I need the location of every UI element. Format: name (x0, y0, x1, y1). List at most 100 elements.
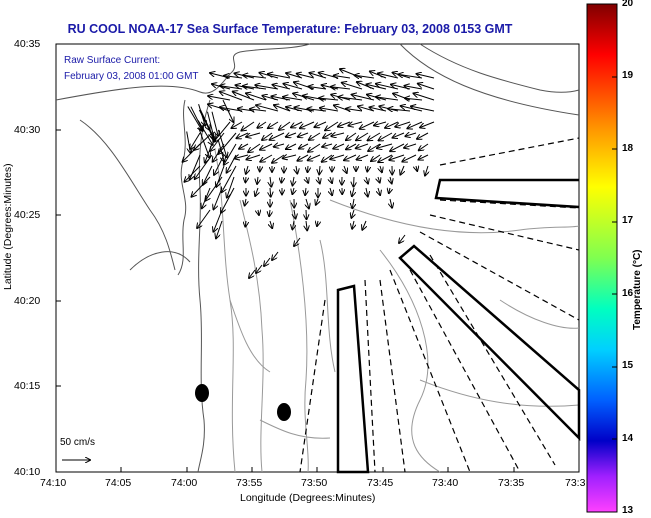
current-vector (418, 84, 435, 90)
current-vector (325, 121, 339, 130)
current-vector (243, 75, 267, 78)
current-vector (366, 176, 368, 184)
current-vector (334, 76, 351, 79)
current-vector (319, 98, 339, 100)
current-vector (272, 251, 279, 260)
current-vector (273, 85, 291, 90)
current-vector (286, 143, 297, 149)
current-vector (378, 73, 399, 79)
current-time: February 03, 2008 01:00 GMT (64, 71, 199, 82)
map-title: RU COOL NOAA-17 Sea Surface Temperature:… (67, 22, 513, 36)
current-vector (270, 220, 272, 228)
current-vector (248, 143, 261, 152)
current-vector (367, 165, 368, 172)
current-vector (257, 121, 267, 128)
current-vector (205, 176, 223, 201)
current-vector (306, 198, 309, 208)
current-vector (202, 187, 211, 208)
current-vector (281, 176, 282, 183)
current-vector (245, 220, 246, 227)
y-tick: 40:15 (14, 380, 41, 392)
current-vector (306, 220, 307, 230)
x-tick: 73:35 (498, 477, 525, 489)
current-vector (270, 187, 271, 197)
current-vector (300, 121, 315, 128)
x-tick: 73:40 (432, 477, 459, 489)
current-vector (256, 264, 263, 273)
current-vector (190, 132, 201, 149)
current-vector (315, 121, 327, 127)
current-vector (355, 75, 375, 78)
x-tick: 74:00 (171, 477, 198, 489)
current-vector (203, 165, 213, 185)
current-vector (257, 176, 258, 184)
current-vector (330, 154, 345, 159)
current-vector (352, 95, 375, 101)
current-vector (419, 143, 429, 150)
current-vector (279, 121, 291, 130)
colorbar-tick: 17 (622, 215, 634, 226)
current-vector (417, 132, 429, 139)
current-vector (400, 165, 404, 175)
current-vector (185, 165, 201, 182)
current-vector (294, 209, 296, 219)
current-vector (291, 121, 303, 127)
current-vector (352, 198, 354, 208)
current-vector (249, 269, 256, 278)
current-vector (378, 177, 380, 183)
y-tick: 40:30 (14, 124, 41, 136)
current-vector (269, 209, 270, 216)
current-vector (405, 98, 423, 100)
current-vector (389, 154, 405, 160)
current-vector (246, 132, 261, 137)
x-tick: 73:50 (301, 477, 328, 489)
current-vector (308, 154, 321, 160)
current-vectors (183, 69, 435, 278)
current-vector (270, 176, 271, 187)
current-vector (376, 97, 399, 100)
current-vector (245, 198, 246, 206)
current-vector (239, 143, 249, 149)
current-vector (211, 111, 218, 136)
current-vector (308, 143, 321, 152)
plot-frame (55, 43, 580, 473)
current-vector (274, 144, 285, 147)
current-vector (246, 165, 248, 174)
current-vector (298, 133, 309, 137)
colorbar-ticks (612, 76, 617, 440)
current-vector (190, 154, 201, 180)
current-vector (371, 154, 381, 161)
current-label: Raw Surface Current: (64, 55, 161, 66)
current-vector (305, 187, 306, 195)
buoy-marker (277, 403, 291, 421)
current-vector (250, 109, 267, 111)
colorbar-tick: 15 (622, 360, 634, 371)
current-vector (379, 132, 393, 141)
current-vector (390, 176, 392, 183)
current-vector (360, 121, 375, 129)
coastline (55, 43, 580, 473)
current-vector (352, 187, 354, 196)
current-vector (352, 220, 354, 229)
current-vector (222, 99, 234, 122)
x-tick: 73:55 (236, 477, 263, 489)
current-vector (318, 176, 320, 183)
current-vector (390, 198, 392, 208)
current-vector (293, 176, 295, 185)
current-vector (333, 143, 345, 149)
buoy-marker (195, 384, 209, 402)
current-vector (306, 209, 307, 219)
current-vector (296, 165, 297, 174)
y-axis-label: Latitude (Degrees:Minutes) (2, 163, 14, 290)
current-vector (217, 129, 226, 157)
current-vector (390, 143, 405, 151)
current-vector (404, 86, 423, 89)
current-vector (221, 187, 235, 213)
current-vector (216, 220, 223, 238)
current-vector (309, 132, 321, 140)
current-vector (198, 104, 206, 126)
current-vector (260, 143, 273, 150)
current-vector (354, 176, 355, 187)
x-axis-label: Longitude (Degrees:Minutes) (240, 492, 376, 504)
current-vector (222, 165, 237, 192)
